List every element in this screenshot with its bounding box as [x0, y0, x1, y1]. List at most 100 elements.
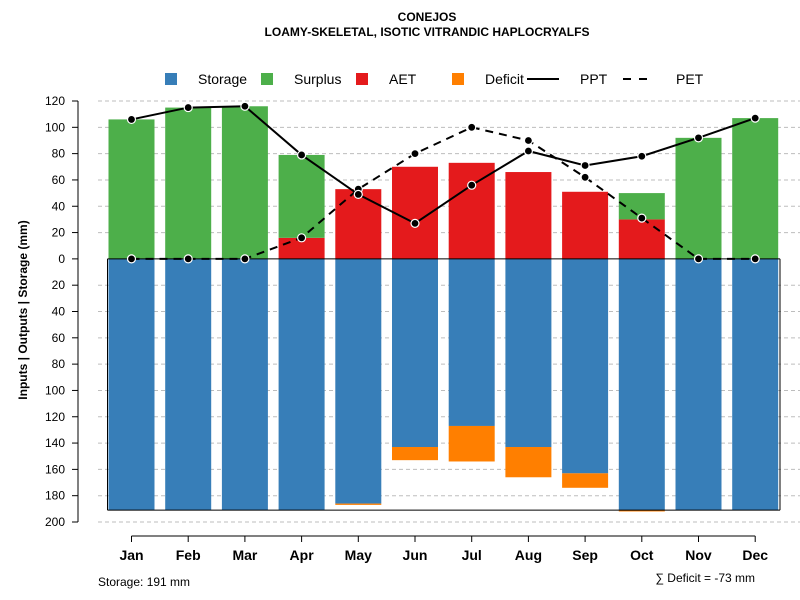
ppt-point: [750, 113, 760, 123]
bar-storage: [618, 258, 665, 511]
bar-deficit: [392, 447, 438, 461]
legend-swatch: [261, 73, 273, 85]
bar-deficit: [505, 447, 552, 478]
pet-point: [523, 135, 534, 146]
ppt-point: [183, 102, 193, 113]
y-tick-label: 0: [58, 252, 65, 266]
bar-storage: [221, 258, 268, 511]
y-tick-label: 60: [52, 331, 66, 345]
y-tick-label: 200: [45, 515, 65, 529]
ppt-point: [410, 218, 420, 228]
bar-storage: [392, 258, 438, 448]
pet-point: [410, 149, 420, 159]
pet-point: [240, 254, 250, 264]
ppt-point: [693, 133, 704, 143]
x-tick-label: Aug: [515, 547, 542, 563]
bar-deficit: [562, 473, 609, 488]
bar-aet: [562, 191, 609, 259]
legend-swatch: [356, 73, 368, 85]
x-tick-label: Sep: [572, 547, 598, 563]
pet-point: [580, 172, 590, 182]
y-tick-label: 100: [45, 383, 65, 397]
x-tick-label: Feb: [176, 547, 201, 563]
x-tick-label: Dec: [742, 547, 768, 563]
bar-aet: [335, 189, 382, 259]
bar-aet: [448, 162, 495, 259]
bar-deficit: [618, 510, 665, 512]
y-tick-label: 160: [45, 462, 65, 476]
legend-swatch: [452, 73, 464, 85]
legend-swatch: [165, 73, 177, 85]
bar-storage: [165, 258, 212, 511]
x-axis: Jan Feb Mar Apr May Jun Jul Aug Sep Oct Nov Dec: [119, 535, 768, 563]
x-tick-label: Oct: [630, 547, 654, 563]
bar-deficit: [448, 425, 495, 462]
bar-deficit: [335, 503, 382, 505]
ppt-point: [580, 160, 590, 171]
x-tick-label: Apr: [290, 547, 315, 563]
x-tick-label: Jul: [462, 547, 482, 563]
bar-surplus: [221, 106, 268, 259]
ppt-point: [523, 146, 534, 156]
y-tick-label: 120: [45, 410, 65, 424]
ppt-point: [297, 150, 307, 160]
ppt-point: [467, 180, 477, 190]
y-tick-label: 80: [52, 147, 66, 161]
legend-label: Storage: [198, 71, 247, 87]
bar-storage: [732, 258, 779, 511]
pet-point: [126, 254, 137, 264]
bar-storage: [505, 258, 552, 448]
x-tick-label: Jan: [119, 547, 143, 563]
pet-point: [297, 233, 307, 243]
y-tick-label: 100: [45, 120, 65, 134]
chart-title: CONEJOS: [398, 10, 457, 24]
pet-point: [637, 213, 647, 223]
y-tick-label: 80: [52, 357, 66, 371]
x-tick-label: Mar: [232, 547, 257, 563]
y-tick-label: 20: [52, 226, 66, 240]
bar-surplus: [732, 118, 779, 259]
ppt-line: [131, 105, 756, 225]
y-tick-label: 40: [52, 199, 66, 213]
chart-subtitle: LOAMY-SKELETAL, ISOTIC VITRANDIC HAPLOCR…: [265, 25, 590, 39]
bars: [108, 106, 779, 512]
ppt-point: [126, 114, 137, 125]
legend-label: Surplus: [294, 71, 341, 87]
x-tick-label: May: [345, 547, 372, 563]
y-tick-label: 40: [52, 305, 66, 319]
bar-storage: [562, 258, 609, 474]
legend-label: PET: [676, 71, 704, 87]
bar-surplus: [278, 154, 325, 238]
pet-point: [750, 254, 760, 264]
y-axis-label: Inputs | Outputs | Storage (mm): [16, 220, 30, 399]
legend: Storage Surplus AET Deficit PPT PET: [165, 71, 704, 87]
series-lines: [126, 101, 760, 264]
ppt-point: [240, 101, 250, 111]
pet-line: [131, 126, 756, 260]
bar-surplus: [108, 119, 155, 259]
storage-note: Storage: 191 mm: [98, 575, 190, 589]
bar-storage: [335, 258, 382, 504]
x-tick-label: Nov: [685, 547, 712, 563]
y-axis: 1201008060402002040608010012014016018020…: [45, 94, 79, 529]
bar-storage: [675, 258, 722, 511]
ppt-point: [353, 189, 363, 200]
bar-storage: [448, 258, 495, 426]
y-tick-label: 60: [52, 173, 66, 187]
legend-label: AET: [389, 71, 417, 87]
y-tick-label: 120: [45, 94, 65, 108]
y-tick-label: 20: [52, 278, 66, 292]
bar-surplus: [675, 137, 722, 259]
pet-point: [693, 254, 704, 264]
pet-point: [183, 254, 193, 264]
bar-storage: [108, 258, 155, 511]
pet-point: [467, 122, 477, 132]
legend-label: Deficit: [485, 71, 524, 87]
deficit-note: ∑ Deficit = -73 mm: [655, 571, 755, 585]
bar-aet: [618, 219, 665, 259]
bar-surplus: [165, 107, 212, 259]
bar-aet: [505, 172, 552, 259]
legend-label: PPT: [580, 71, 608, 87]
x-tick-label: Jun: [403, 547, 428, 563]
